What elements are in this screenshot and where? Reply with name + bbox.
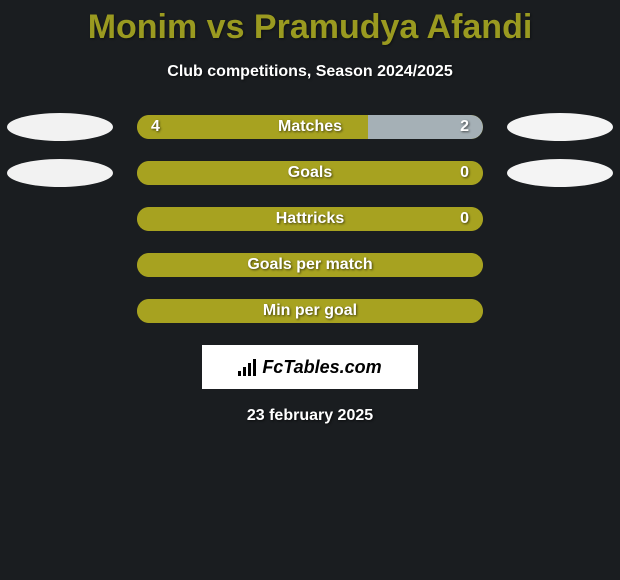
player-right-marker xyxy=(507,159,613,187)
stat-bar: 42Matches xyxy=(137,115,483,139)
comparison-subtitle: Club competitions, Season 2024/2025 xyxy=(0,63,620,81)
site-logo: FcTables.com xyxy=(238,357,381,378)
comparison-title: Monim vs Pramudya Afandi xyxy=(0,0,620,47)
stat-bar: Min per goal xyxy=(137,299,483,323)
stat-bar: Goals per match xyxy=(137,253,483,277)
logo-text: FcTables.com xyxy=(262,357,381,378)
stat-bar-left-seg xyxy=(137,115,368,139)
player-right-marker xyxy=(507,113,613,141)
snapshot-date: 23 february 2025 xyxy=(0,407,620,425)
stat-row: 0Hattricks xyxy=(0,207,620,231)
stat-bar-full-seg xyxy=(137,253,483,277)
logo-box: FcTables.com xyxy=(202,345,418,389)
player-left-marker xyxy=(7,251,113,279)
stat-bar-full-seg xyxy=(137,207,483,231)
stat-bar: 0Hattricks xyxy=(137,207,483,231)
stat-rows: 42Matches 0Goals 0Hattricks Goals per match… xyxy=(0,115,620,323)
player-left-marker xyxy=(7,113,113,141)
stat-row: Min per goal xyxy=(0,299,620,323)
player-right-marker xyxy=(507,251,613,279)
stat-bar-right-seg xyxy=(368,115,483,139)
bar-chart-icon xyxy=(238,358,256,376)
player-left-marker xyxy=(7,159,113,187)
stat-bar-full-seg xyxy=(137,299,483,323)
stat-bar-full-seg xyxy=(137,161,483,185)
stat-bar: 0Goals xyxy=(137,161,483,185)
stat-row: Goals per match xyxy=(0,253,620,277)
stat-row: 42Matches xyxy=(0,115,620,139)
player-right-marker xyxy=(507,297,613,325)
player-left-marker xyxy=(7,297,113,325)
player-right-marker xyxy=(507,205,613,233)
stat-row: 0Goals xyxy=(0,161,620,185)
player-left-marker xyxy=(7,205,113,233)
